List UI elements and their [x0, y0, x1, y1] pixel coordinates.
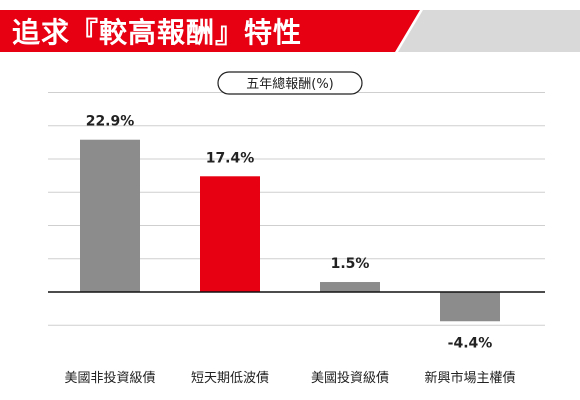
bar-2 [200, 176, 260, 292]
chart-subtitle: 五年總報酬(%) [246, 76, 334, 92]
bar-value-label: -4.4% [448, 335, 493, 351]
bar-chart: 五年總報酬(%) 22.9% 17.4% 1.5% -4.4% 美國非投資級債 短天期低… [48, 71, 545, 386]
bar-3 [320, 282, 380, 292]
bar-4 [440, 292, 500, 322]
header-red-banner [0, 10, 420, 52]
bar-1 [80, 139, 140, 292]
category-labels: 美國非投資級債 短天期低波債 美國投資級債 新興市場主權債 [64, 370, 515, 386]
bars [80, 139, 500, 322]
bar-value-labels: 22.9% 17.4% 1.5% -4.4% [86, 114, 493, 352]
category-label: 美國非投資級債 [64, 370, 155, 386]
category-label: 新興市場主權債 [424, 370, 515, 386]
chart-title: 追求『較高報酬』特性 [12, 16, 302, 49]
subtitle-pill [217, 71, 363, 95]
subtitle-box: 五年總報酬(%) [217, 71, 363, 95]
category-label: 短天期低波債 [191, 371, 269, 386]
category-label: 美國投資級債 [311, 370, 389, 386]
chart-header: 追求『較高報酬』特性 [0, 10, 580, 52]
bar-value-label: 22.9% [86, 114, 135, 130]
bar-value-label: 17.4% [206, 150, 255, 166]
header-grey-stripe [398, 10, 580, 52]
bar-value-label: 1.5% [331, 256, 370, 272]
gridlines [48, 92, 545, 326]
